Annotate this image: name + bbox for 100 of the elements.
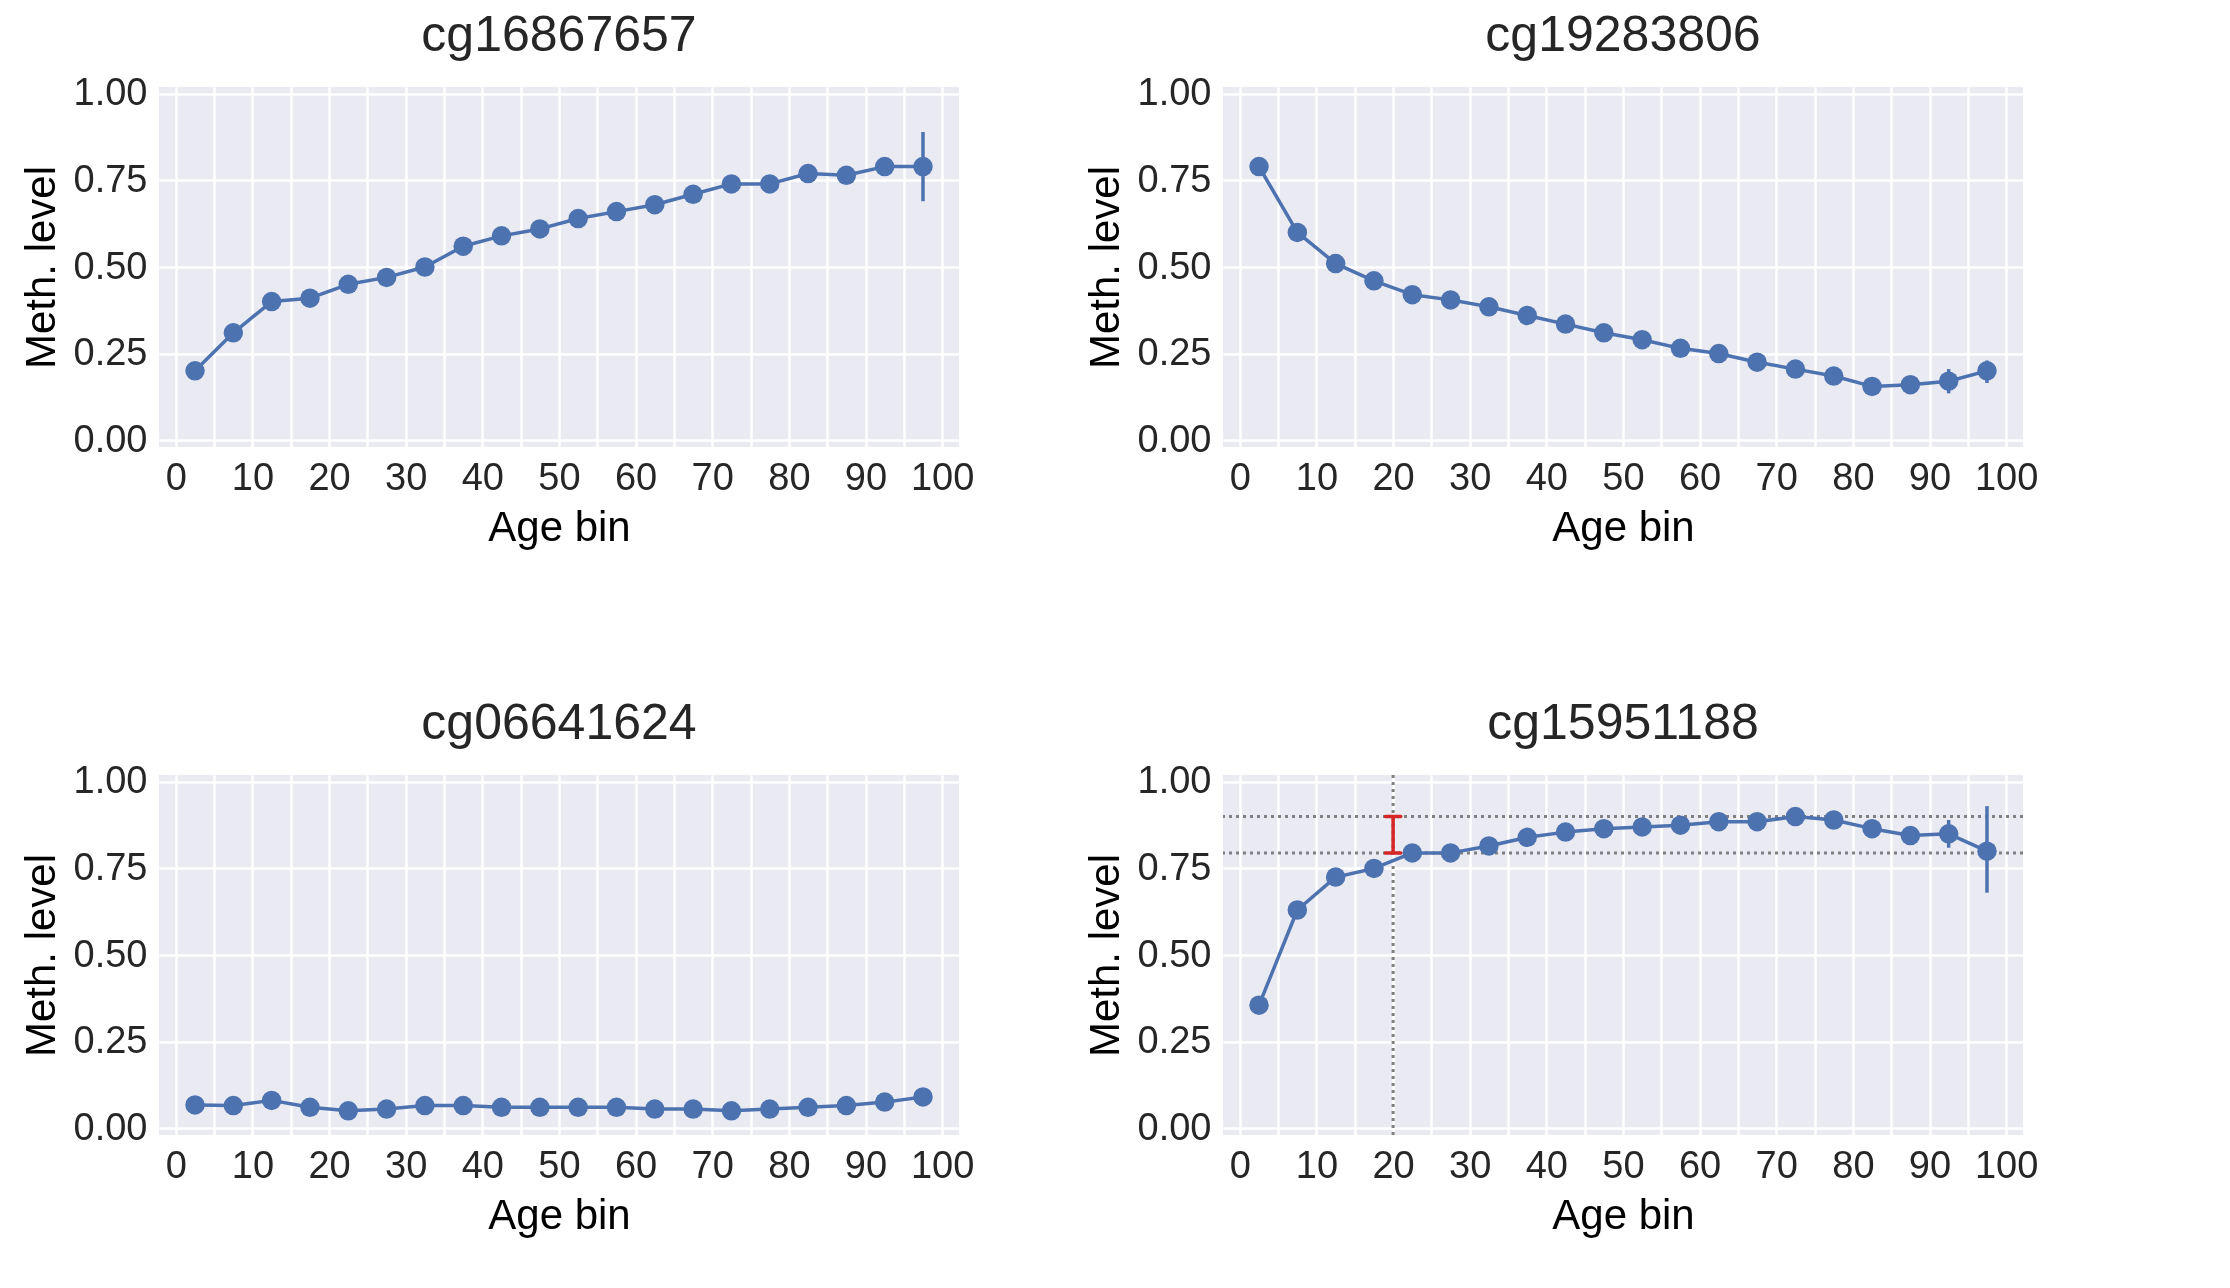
point	[1632, 817, 1652, 837]
x-axis-title: Age bin	[488, 502, 631, 550]
point	[1325, 253, 1346, 274]
point	[1709, 343, 1729, 364]
point	[376, 1099, 397, 1119]
x-tick-label: 0	[165, 1143, 187, 1186]
point	[1440, 843, 1461, 863]
point	[606, 201, 627, 222]
x-tick-label: 30	[1449, 455, 1492, 498]
point	[645, 1099, 665, 1119]
point	[300, 288, 320, 308]
y-tick-label: 0.25	[1137, 331, 1212, 374]
y-tick-label: 0.75	[73, 845, 148, 888]
x-tick-label: 20	[308, 455, 351, 498]
point	[415, 257, 435, 277]
y-tick-label: 0.75	[73, 157, 148, 200]
x-tick-label: 50	[538, 455, 581, 498]
point	[530, 219, 550, 239]
y-axis-title: Meth. level	[1080, 165, 1128, 370]
x-axis-title: Age bin	[488, 1190, 631, 1238]
point	[913, 1087, 933, 1107]
point	[1325, 867, 1346, 887]
y-tick-label: 0.50	[73, 244, 148, 287]
point	[1594, 323, 1614, 343]
y-tick-label: 1.00	[73, 71, 148, 114]
x-tick-label: 70	[691, 1143, 734, 1186]
point	[721, 1101, 742, 1121]
x-tick-label: 40	[1525, 455, 1569, 498]
point	[1747, 352, 1767, 372]
point	[1440, 290, 1461, 310]
y-tick-label: 0.25	[73, 331, 148, 374]
x-tick-label: 10	[1295, 455, 1339, 498]
x-tick-label: 40	[461, 1143, 505, 1186]
x-tick-label: 60	[1678, 1143, 1722, 1186]
point	[453, 1095, 473, 1116]
point	[1249, 995, 1269, 1015]
x-tick-label: 60	[614, 455, 658, 498]
y-axis-title: Meth. level	[16, 853, 64, 1058]
y-tick-label: 1.00	[1137, 759, 1212, 802]
point	[1402, 843, 1423, 863]
point	[759, 174, 780, 194]
y-tick-label: 0.00	[1137, 417, 1212, 460]
point	[415, 1095, 435, 1116]
x-tick-label: 10	[231, 1143, 275, 1186]
point	[683, 1099, 703, 1119]
y-axis-title: Meth. level	[1080, 853, 1128, 1058]
point	[1594, 818, 1614, 839]
x-tick-label: 30	[385, 455, 428, 498]
point	[1785, 806, 1806, 827]
y-tick-label: 1.00	[73, 759, 148, 802]
point	[1747, 812, 1767, 832]
x-tick-label: 40	[1525, 1143, 1569, 1186]
point	[453, 236, 473, 256]
point	[185, 361, 205, 381]
point	[1287, 222, 1308, 243]
x-tick-label: 20	[1372, 1143, 1415, 1186]
point	[1823, 366, 1844, 386]
point	[530, 1097, 550, 1118]
x-tick-label: 80	[768, 1143, 811, 1186]
point	[1632, 329, 1652, 350]
point	[1479, 836, 1499, 856]
point	[721, 174, 742, 194]
point	[1364, 858, 1384, 879]
point	[798, 1097, 818, 1118]
point	[1900, 374, 1921, 395]
x-tick-label: 70	[1755, 455, 1798, 498]
x-tick-label: 90	[844, 455, 888, 498]
x-tick-label: 80	[1832, 455, 1875, 498]
x-axis-title: Age bin	[1552, 1190, 1695, 1238]
point	[606, 1097, 627, 1118]
x-tick-label: 60	[1678, 455, 1722, 498]
point	[338, 1101, 359, 1121]
x-tick-label: 100	[1974, 455, 2039, 498]
point	[1823, 810, 1844, 830]
point	[376, 267, 397, 288]
point	[798, 163, 818, 184]
point	[1709, 812, 1729, 832]
x-tick-label: 0	[1229, 1143, 1251, 1186]
point	[1862, 376, 1882, 397]
point	[645, 194, 665, 215]
point	[683, 184, 703, 205]
x-tick-label: 0	[1229, 455, 1251, 498]
y-tick-label: 0.50	[73, 932, 148, 975]
x-tick-label: 40	[461, 455, 505, 498]
x-tick-label: 100	[910, 455, 975, 498]
x-tick-label: 0	[165, 455, 187, 498]
point	[836, 165, 857, 185]
point	[338, 274, 359, 295]
y-tick-label: 0.75	[1137, 157, 1212, 200]
x-tick-label: 30	[385, 1143, 428, 1186]
y-tick-label: 0.00	[73, 1105, 148, 1148]
x-tick-label: 10	[1295, 1143, 1339, 1186]
point	[1670, 815, 1691, 835]
chart-title: cg16867657	[421, 5, 697, 62]
x-tick-label: 10	[231, 455, 275, 498]
x-tick-label: 50	[538, 1143, 581, 1186]
y-tick-label: 0.25	[1137, 1019, 1212, 1062]
point	[1479, 297, 1499, 317]
y-tick-label: 0.00	[73, 417, 148, 460]
point	[1670, 338, 1691, 359]
